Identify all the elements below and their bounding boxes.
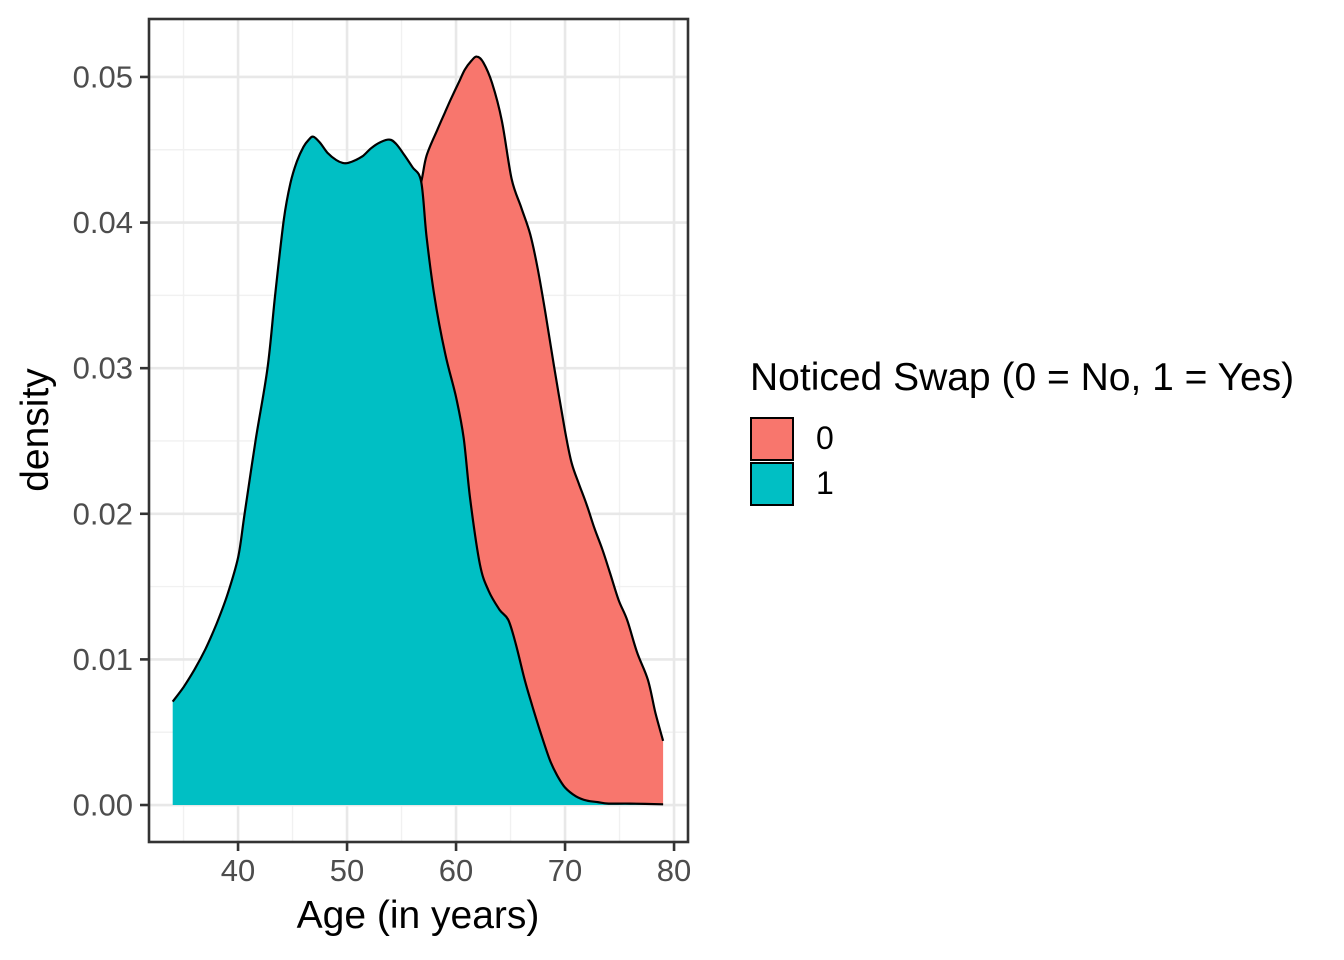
legend-key-label: 0 <box>816 420 834 456</box>
x-tick-label: 60 <box>439 853 473 888</box>
density-area-1 <box>172 136 664 806</box>
y-tick-label: 0.02 <box>73 496 133 531</box>
legend-title: Noticed Swap (0 = No, 1 = Yes) <box>750 356 1295 399</box>
y-tick-label: 0.01 <box>73 642 133 677</box>
y-axis-title: density <box>14 368 57 492</box>
y-tick-label: 0.03 <box>73 351 133 386</box>
x-tick-label: 80 <box>657 853 691 888</box>
legend-item-0: 0 <box>750 416 1294 461</box>
legend-key-swatch-0 <box>750 416 794 461</box>
x-axis-title: Age (in years) <box>296 894 540 937</box>
density-outline-1 <box>171 135 664 806</box>
legend-key-label: 1 <box>816 465 834 501</box>
legend-key-swatch-1 <box>750 461 794 506</box>
legend-item-1: 1 <box>750 461 1294 506</box>
y-tick-label: 0.05 <box>73 59 133 94</box>
y-tick-label: 0.00 <box>73 788 133 823</box>
x-tick-label: 70 <box>548 853 582 888</box>
x-tick-label: 50 <box>330 853 364 888</box>
x-tick-label: 40 <box>221 853 255 888</box>
panel-border <box>147 17 690 844</box>
y-tick-label: 0.04 <box>73 205 133 240</box>
